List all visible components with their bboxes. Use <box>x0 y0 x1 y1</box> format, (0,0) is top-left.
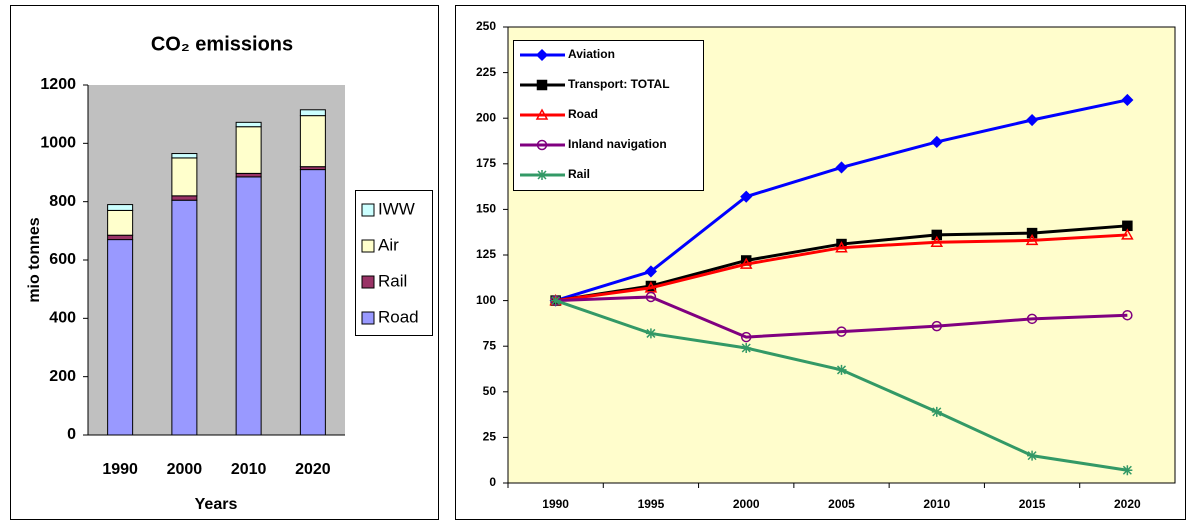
y-tick-label: 800 <box>49 193 76 210</box>
legend-label: Transport: TOTAL <box>568 77 670 91</box>
bar-segment <box>299 109 326 117</box>
y-tick-label: 200 <box>476 110 496 124</box>
bar-segment <box>107 204 134 211</box>
legend-label: Road <box>378 307 419 326</box>
bar-segment <box>171 153 198 159</box>
marker <box>1122 465 1133 476</box>
marker <box>931 320 943 332</box>
x-tick-label: 2015 <box>1019 497 1046 511</box>
y-tick-label: 1200 <box>40 76 76 93</box>
bar-segment <box>235 176 262 436</box>
marker <box>740 190 753 203</box>
y-tick-label: 25 <box>483 430 497 444</box>
marker <box>740 331 752 343</box>
y-tick-label: 0 <box>67 426 76 443</box>
bar-segment <box>235 172 262 178</box>
y-tick-label: 250 <box>476 19 496 33</box>
marker <box>645 291 657 303</box>
y-tick-label: 400 <box>49 310 76 327</box>
y-tick-label: 75 <box>483 338 497 352</box>
series-line <box>555 295 1128 339</box>
x-tick-label: 2000 <box>733 497 760 511</box>
x-tick-label: 2020 <box>1114 497 1141 511</box>
marker <box>1026 227 1038 239</box>
marker <box>536 139 548 151</box>
bar-segment <box>171 157 198 197</box>
y-tick-label: 150 <box>476 202 496 216</box>
legend-box <box>355 190 433 336</box>
marker <box>1122 309 1133 321</box>
y-tick-label: 225 <box>476 65 496 79</box>
y-tick-label: 175 <box>476 156 496 170</box>
legend-label: IWW <box>378 199 415 218</box>
series-line <box>555 233 1128 303</box>
bar-segment <box>171 195 198 201</box>
marker <box>836 364 847 375</box>
x-tick-label: 1990 <box>542 497 569 511</box>
x-tick-label: 2010 <box>923 497 950 511</box>
bar-segment <box>107 209 134 236</box>
y-tick-label: 200 <box>49 368 76 385</box>
marker <box>930 235 944 247</box>
y-tick-label: 600 <box>49 251 76 268</box>
legend-label: Road <box>568 107 598 121</box>
marker <box>536 79 548 91</box>
y-tick-label: 100 <box>476 293 496 307</box>
marker <box>835 161 848 174</box>
chart-title: CO₂ emissions <box>151 33 293 55</box>
x-tick-label: 2000 <box>167 461 203 478</box>
y-tick-label: 0 <box>489 475 496 489</box>
x-tick-label: 1990 <box>102 461 138 478</box>
legend-label: Inland navigation <box>568 137 667 151</box>
bar-segment <box>299 169 326 436</box>
marker <box>836 326 847 337</box>
marker <box>535 108 549 120</box>
x-tick-label: 2005 <box>828 497 855 511</box>
marker <box>535 48 549 62</box>
marker <box>645 328 656 339</box>
marker <box>550 295 561 306</box>
y-axis-label: mio tonnes <box>26 217 43 302</box>
marker <box>1026 313 1038 325</box>
y-tick-label: 50 <box>483 384 497 398</box>
legend-label: Air <box>378 235 399 254</box>
legend-swatch <box>361 311 375 325</box>
legend-label: Rail <box>568 167 590 181</box>
bar-segment <box>299 115 326 168</box>
marker <box>644 265 657 278</box>
marker <box>1026 113 1039 127</box>
legend-swatch <box>361 239 375 253</box>
marker <box>537 170 547 180</box>
x-tick-label: 2020 <box>295 461 331 478</box>
bar-segment <box>235 126 262 174</box>
x-axis-label: Years <box>195 496 238 513</box>
marker <box>931 406 942 417</box>
legend-swatch <box>361 203 375 217</box>
marker <box>931 229 943 241</box>
y-tick-label: 1000 <box>40 135 76 152</box>
bar-segment <box>107 239 134 436</box>
marker <box>1025 233 1039 246</box>
marker <box>1121 228 1134 240</box>
y-tick-label: 125 <box>476 247 496 261</box>
marker <box>739 257 753 269</box>
marker <box>835 241 848 253</box>
marker <box>1121 93 1134 107</box>
legend-swatch <box>361 275 375 289</box>
marker <box>1027 450 1038 461</box>
bar-segment <box>107 234 134 241</box>
marker <box>930 135 943 148</box>
bar-segment <box>171 199 198 436</box>
bar-segment <box>235 121 262 128</box>
legend-label: Rail <box>378 271 407 290</box>
x-tick-label: 1995 <box>638 497 665 511</box>
marker <box>741 343 752 354</box>
legend-label: Aviation <box>568 47 615 61</box>
x-tick-label: 2010 <box>231 461 267 478</box>
